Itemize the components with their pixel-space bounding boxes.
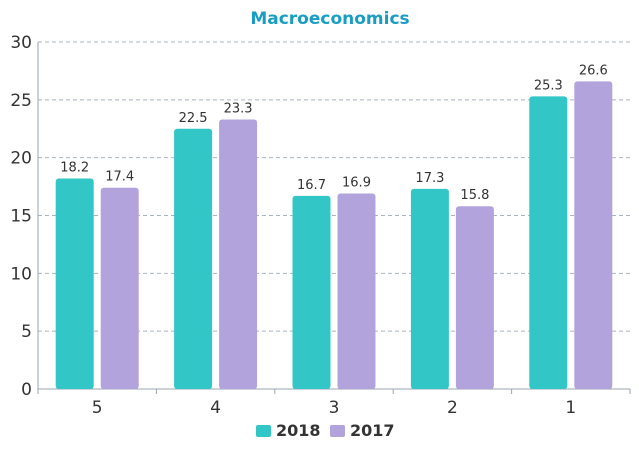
bar-2018-2: [410, 188, 449, 389]
data-label: 16.9: [342, 176, 371, 191]
legend-label-2017: 2017: [350, 421, 395, 440]
legend-label-2018: 2018: [276, 421, 321, 440]
bar-2018-1: [529, 96, 568, 389]
bar-2017-4: [219, 119, 258, 389]
x-tick-label: 4: [210, 398, 221, 418]
bars: [55, 81, 613, 390]
legend-swatch-2018: [256, 425, 271, 437]
x-tick-label: 5: [92, 398, 103, 418]
data-label: 16.7: [297, 178, 326, 193]
y-tick-label: 0: [21, 380, 32, 400]
y-tick-label: 20: [10, 149, 32, 169]
chart-title: Macroeconomics: [250, 9, 409, 29]
y-tick-label: 10: [10, 264, 32, 284]
data-label: 17.4: [105, 170, 134, 185]
legend-swatch-2017: [330, 425, 345, 437]
bar-2018-3: [292, 195, 331, 389]
y-tick-label: 30: [10, 33, 32, 53]
x-tick-label: 1: [565, 398, 576, 418]
y-tick-label: 25: [10, 91, 32, 111]
data-labels: 18.2 17.4 22.5 23.3 16.7 16.9 17.3 15.8 25.3 26.6: [60, 63, 608, 203]
y-tick-label: 5: [21, 322, 32, 342]
data-label: 26.6: [579, 63, 608, 78]
x-axis-ticks: 5 4 3 2 1: [92, 398, 576, 418]
y-axis-ticks: 0 5 10 15 20 25 30: [10, 33, 32, 400]
x-tick-label: 2: [447, 398, 458, 418]
bar-2017-1: [574, 81, 613, 390]
data-label: 25.3: [534, 78, 563, 93]
data-label: 18.2: [60, 160, 89, 175]
bar-2017-2: [455, 206, 494, 389]
y-tick-label: 15: [10, 207, 32, 227]
bar-2018-5: [55, 178, 94, 389]
legend: 2018 2017: [256, 421, 395, 440]
data-label: 23.3: [224, 101, 253, 116]
data-label: 17.3: [415, 171, 444, 186]
data-label: 22.5: [179, 111, 208, 126]
bar-2018-4: [174, 128, 213, 389]
axes: [37, 42, 631, 394]
bar-2017-5: [100, 187, 139, 389]
x-tick-label: 3: [329, 398, 340, 418]
bar-2017-3: [337, 193, 376, 389]
data-label: 15.8: [460, 188, 489, 203]
